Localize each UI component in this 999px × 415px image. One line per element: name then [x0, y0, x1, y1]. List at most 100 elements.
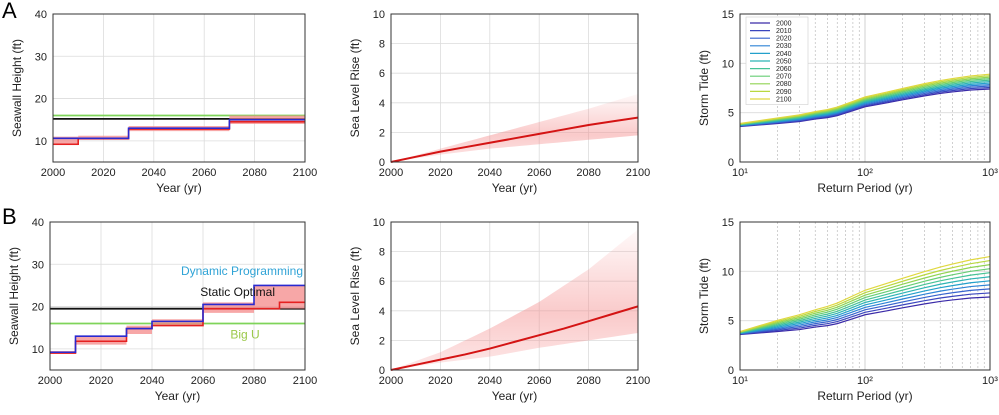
- storm-tide-line: [739, 284, 991, 335]
- x-tick-label: 2080: [576, 375, 600, 387]
- y-tick-label: 40: [32, 217, 44, 229]
- storm-tide-line: [739, 288, 991, 335]
- y-tick-label: 6: [379, 276, 385, 288]
- y-tick-label: 2: [379, 127, 385, 139]
- x-tick-label: 10³: [982, 167, 998, 179]
- legend-label: 2040: [776, 51, 792, 58]
- x-tick-label: 2060: [191, 375, 215, 387]
- x-axis-label: Year (yr): [492, 181, 538, 195]
- y-axis-label: Sea Level Rise (ft): [348, 247, 362, 346]
- chart-b1: 2000 2020 2040 2060 2080 2100 10 20 30 40 Year (yr…: [7, 217, 317, 403]
- chart-a2: 2000 2020 2040 2060 2080 2100 0 2 4 6 8 10 Year (yr)…: [348, 9, 650, 195]
- x-tick-label: 2000: [379, 375, 403, 387]
- x-tick-label: 2020: [428, 167, 452, 179]
- y-tick-label: 30: [32, 259, 44, 271]
- y-tick-label: 8: [379, 247, 385, 259]
- median-line: [390, 305, 639, 371]
- legend-label: 2100: [776, 96, 792, 103]
- panel-letter-a: A: [2, 0, 17, 23]
- legend-label: 2050: [776, 58, 792, 65]
- legend-label: 2020: [776, 36, 792, 43]
- x-tick-label: 2040: [478, 167, 502, 179]
- y-tick-label: 10: [32, 344, 44, 356]
- x-tick-label: 2080: [242, 375, 266, 387]
- y-tick-label: 20: [32, 302, 44, 314]
- series-annotation: Static Optimal: [200, 285, 275, 299]
- plot-marks: Dynamic Programming Static Optimal Big U: [50, 264, 305, 354]
- x-tick-label: 2040: [140, 375, 164, 387]
- legend-label: 2030: [776, 43, 792, 50]
- y-tick-label: 20: [35, 94, 47, 106]
- legend-label: 2010: [776, 28, 792, 35]
- storm-tide-line: [739, 79, 991, 126]
- plot-frame: [739, 221, 991, 371]
- y-tick-label: 0: [728, 365, 734, 377]
- x-axis-label: Year (yr): [492, 389, 538, 403]
- x-tick-label: 2100: [293, 167, 317, 179]
- x-tick-label: 10²: [857, 167, 873, 179]
- chart-b3: 10¹ 10² 10³ 0 5 10 15 Return Period (yr) Storm T…: [697, 217, 998, 403]
- storm-tide-line: [739, 264, 991, 333]
- y-axis-label: Storm Tide (ft): [697, 50, 711, 126]
- storm-tide-line: [739, 268, 991, 333]
- uncertainty-band: [391, 229, 638, 370]
- storm-tide-line: [739, 80, 991, 126]
- plot-frame: [390, 13, 639, 163]
- x-tick-label: 2100: [626, 375, 650, 387]
- y-tick-label: 4: [379, 98, 385, 110]
- storm-tide-line: [739, 296, 991, 336]
- storm-tide-line: [739, 88, 991, 128]
- storm-tide-line: [739, 272, 991, 334]
- y-tick-label: 6: [379, 68, 385, 80]
- y-tick-label: 5: [728, 108, 734, 120]
- storm-tide-line: [739, 259, 991, 333]
- legend-label: 2000: [776, 20, 792, 27]
- plot-marks: 2000201020202030204020502060207020802090…: [739, 16, 991, 128]
- median-line: [390, 116, 639, 163]
- panel-letter-b: B: [2, 204, 17, 229]
- y-tick-label: 10: [35, 136, 47, 148]
- x-tick-label: 2000: [379, 167, 403, 179]
- x-tick-label: 2060: [527, 375, 551, 387]
- plot-marks: [390, 229, 639, 371]
- y-axis-label: Seawall Height (ft): [7, 247, 21, 345]
- x-tick-label: 2080: [576, 167, 600, 179]
- storm-tide-line: [739, 86, 991, 127]
- storm-tide-line: [739, 255, 991, 333]
- x-tick-label: 2060: [527, 167, 551, 179]
- storm-tide-line: [739, 280, 991, 334]
- y-tick-label: 0: [728, 157, 734, 169]
- plot-frame: [739, 13, 991, 163]
- x-tick-label: 2020: [428, 375, 452, 387]
- y-tick-label: 10: [722, 58, 734, 70]
- x-tick-label: 2000: [41, 167, 65, 179]
- uncertainty-band: [391, 93, 638, 162]
- y-axis-label: Storm Tide (ft): [697, 258, 711, 334]
- x-tick-label: 2080: [242, 167, 266, 179]
- x-tick-label: 10¹: [732, 167, 748, 179]
- plot-marks: [53, 114, 305, 146]
- y-tick-label: 40: [35, 9, 47, 21]
- chart-a1: 2000 2020 2040 2060 2080 2100 10 20 30 40 Year (yr…: [10, 9, 317, 195]
- chart-b2: 2000 2020 2040 2060 2080 2100 0 2 4 6 8 10 Year (yr)…: [348, 217, 650, 403]
- storm-tide-line: [739, 82, 991, 126]
- x-tick-label: 2020: [89, 375, 113, 387]
- storm-tide-line: [739, 75, 991, 125]
- x-tick-label: 2040: [142, 167, 166, 179]
- x-tick-label: 2100: [293, 375, 317, 387]
- plot-frame: [390, 221, 639, 371]
- storm-tide-line: [739, 85, 991, 127]
- legend-label: 2060: [776, 66, 792, 73]
- y-tick-label: 10: [722, 266, 734, 278]
- storm-tide-line: [739, 292, 991, 335]
- y-tick-label: 10: [373, 217, 385, 229]
- x-tick-label: 2060: [192, 167, 216, 179]
- x-tick-label: 10³: [982, 375, 998, 387]
- storm-tide-line: [739, 76, 991, 125]
- y-tick-label: 2: [379, 335, 385, 347]
- series-annotation: Dynamic Programming: [181, 264, 303, 278]
- legend-label: 2090: [776, 89, 792, 96]
- storm-tide-line: [739, 78, 991, 126]
- chart-a3: 10¹ 10² 10³ 0 5 10 15 Return Period (yr) Storm T…: [697, 9, 998, 195]
